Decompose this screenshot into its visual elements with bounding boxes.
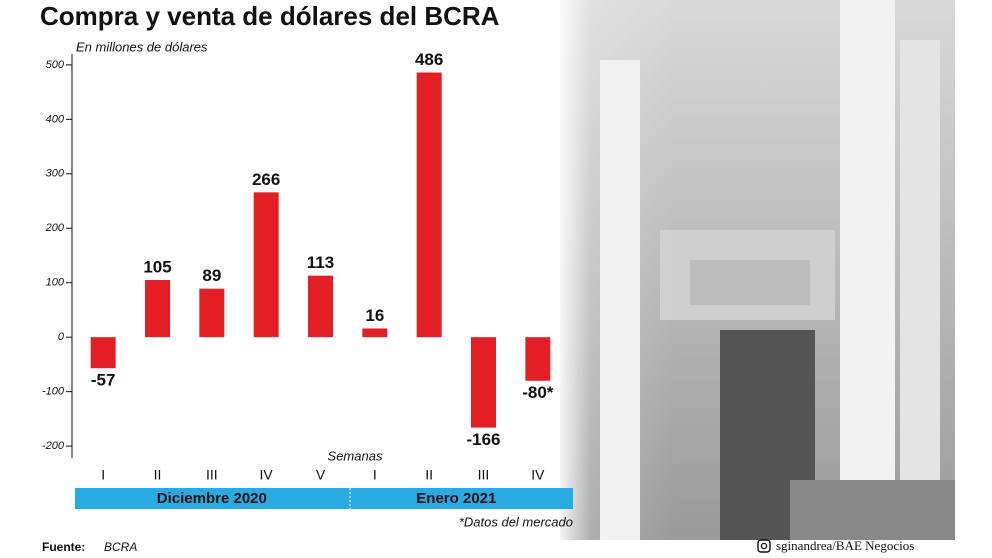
value-label: 266 [252,170,280,189]
y-tick-label: 400 [46,113,65,125]
y-tick-label: 200 [45,222,65,234]
y-tick-label: -100 [42,386,65,398]
x-tick-label: II [154,467,162,483]
bar [308,275,333,338]
bar [525,337,551,381]
value-label: -57 [91,371,116,390]
group-band [75,488,573,509]
note: *Datos del mercado [459,514,573,529]
y-tick-label: 500 [46,59,65,71]
group-label: Diciembre 2020 [157,490,267,507]
chart-title: Compra y venta de dólares del BCRA [40,1,500,31]
source: BCRA [104,540,137,554]
value-label: 16 [365,306,384,325]
x-tick-label: V [316,467,326,483]
background-photo [555,0,955,540]
x-tick-label: I [101,467,105,483]
y-tick-label: 100 [46,277,65,289]
x-tick-label: I [373,467,377,483]
y-tick-label: -200 [42,440,65,452]
x-tick-label: III [206,467,218,483]
x-tick-label: IV [260,467,274,483]
value-label: 105 [143,257,171,276]
value-label: -80* [522,383,554,402]
x-tick-label: IV [531,467,545,483]
bar [362,328,388,338]
value-label: 486 [415,50,443,69]
bar [145,280,170,338]
instagram-icon [757,539,771,553]
bar [253,192,279,338]
y-axis-label: En millones de dólares [76,39,208,54]
y-tick-label: 300 [46,168,65,180]
bar [199,288,225,338]
value-label: 89 [202,266,221,285]
x-tick-label: III [478,467,490,483]
value-label: 113 [307,253,334,272]
x-axis-label: Semanas [328,448,383,463]
credit: sginandrea/BAE Negocios [776,538,914,553]
group-label: Enero 2021 [416,490,496,507]
bar [90,337,116,369]
x-tick-label: II [425,467,433,483]
bar [416,72,442,338]
source-label: Fuente: [42,540,85,554]
value-label: -166 [466,430,500,449]
bar [471,337,496,428]
y-tick-label: 0 [58,331,65,343]
